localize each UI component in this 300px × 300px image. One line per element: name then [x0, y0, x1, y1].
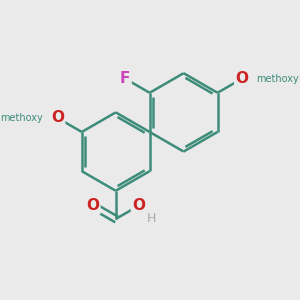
Text: methoxy: methoxy — [256, 74, 299, 84]
Text: F: F — [120, 71, 130, 86]
Text: methoxy: methoxy — [1, 113, 43, 123]
Text: H: H — [147, 212, 156, 225]
Text: O: O — [51, 110, 64, 125]
Text: O: O — [132, 198, 145, 213]
Text: O: O — [86, 198, 99, 213]
Text: O: O — [236, 71, 248, 86]
